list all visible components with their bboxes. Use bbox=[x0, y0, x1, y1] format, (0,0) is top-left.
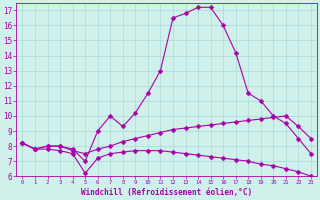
X-axis label: Windchill (Refroidissement éolien,°C): Windchill (Refroidissement éolien,°C) bbox=[81, 188, 252, 197]
